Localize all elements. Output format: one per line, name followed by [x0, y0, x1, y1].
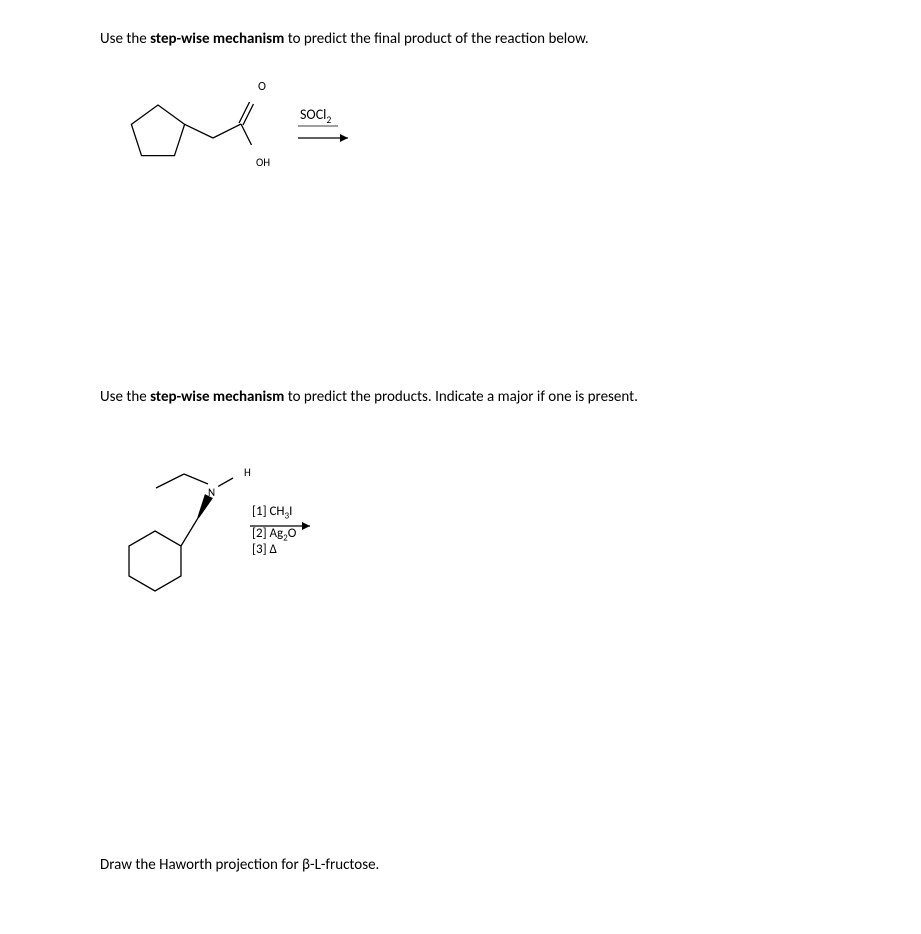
q1-oh-text: OH — [256, 156, 270, 169]
q2-h-text: H — [244, 466, 251, 479]
q1-reagent-label: SOCl2 — [300, 106, 331, 126]
q2-step3-label: [3] Δ — [252, 542, 277, 557]
q1-reagent-text: SOCl — [300, 106, 326, 123]
q2-step2-label: [2] Ag2O — [252, 526, 296, 544]
q1-text-bold: step-wise mechanism — [150, 30, 284, 48]
q2-n-text: N — [208, 486, 215, 499]
q2-text-bold: step-wise mechanism — [150, 388, 284, 406]
q2-nitrogen-label: N — [208, 486, 215, 499]
q3-text: Draw the Haworth projection for β-L-fruc… — [100, 856, 379, 874]
q1-text-post: to predict the final product of the reac… — [284, 30, 588, 48]
q2-s2-pre: [2] Ag — [252, 526, 283, 541]
q2-diagram: N H [1] CH3I [2] Ag2O [3] Δ — [100, 426, 821, 616]
q1-diagram: SOCl2 O OH — [100, 68, 821, 208]
q2-text-post: to predict the products. Indicate a majo… — [284, 388, 638, 406]
q2-prompt: Use the step-wise mechanism to predict t… — [100, 388, 821, 406]
q2-step1-label: [1] CH3I — [252, 504, 292, 522]
q2-structure-svg — [100, 426, 400, 616]
q2-s1-pre: [1] CH — [252, 504, 285, 519]
q1-o-text: O — [258, 80, 266, 94]
q1-hydroxyl-label: OH — [256, 156, 270, 169]
q3-prompt: Draw the Haworth projection for β-L-fruc… — [100, 856, 821, 874]
q2-text-pre: Use the — [100, 388, 150, 406]
q2-s1-post: I — [289, 504, 292, 519]
q2-hydrogen-label: H — [244, 466, 251, 479]
q1-oxygen-label: O — [258, 80, 266, 94]
page: Use the step-wise mechanism to predict t… — [0, 0, 921, 934]
q1-prompt: Use the step-wise mechanism to predict t… — [100, 30, 821, 48]
q2-s2-post: O — [288, 526, 297, 541]
q1-reagent-sub: 2 — [326, 114, 331, 126]
q2-s3-text: [3] Δ — [252, 542, 277, 557]
q1-text-pre: Use the — [100, 30, 150, 48]
q1-structure-svg — [100, 68, 380, 208]
